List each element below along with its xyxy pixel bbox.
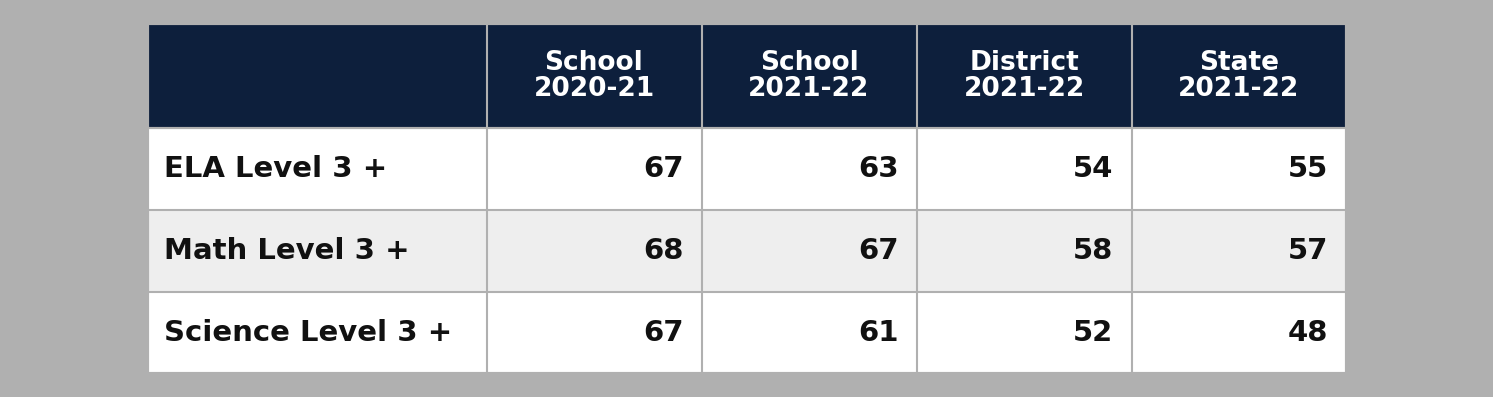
Text: 54: 54 xyxy=(1073,155,1114,183)
Bar xyxy=(146,210,487,292)
Bar xyxy=(487,210,702,292)
Bar xyxy=(487,292,702,374)
Text: District: District xyxy=(969,50,1079,75)
Bar xyxy=(1132,23,1347,128)
Text: 2021-22: 2021-22 xyxy=(963,77,1084,102)
Text: 58: 58 xyxy=(1073,237,1114,265)
Bar xyxy=(917,128,1132,210)
Text: 2021-22: 2021-22 xyxy=(748,77,869,102)
Bar xyxy=(702,210,917,292)
Text: 55: 55 xyxy=(1288,155,1329,183)
Text: 68: 68 xyxy=(643,237,684,265)
Text: School: School xyxy=(545,50,643,75)
Text: 61: 61 xyxy=(858,319,899,347)
Bar xyxy=(1132,292,1347,374)
Bar xyxy=(487,128,702,210)
Bar xyxy=(146,23,487,128)
Text: Science Level 3 +: Science Level 3 + xyxy=(164,319,452,347)
Text: 67: 67 xyxy=(643,319,684,347)
Text: 48: 48 xyxy=(1288,319,1329,347)
Bar xyxy=(487,23,702,128)
Bar xyxy=(917,292,1132,374)
Bar xyxy=(146,292,487,374)
Text: 67: 67 xyxy=(643,155,684,183)
Bar xyxy=(917,210,1132,292)
Text: 67: 67 xyxy=(858,237,899,265)
Text: Math Level 3 +: Math Level 3 + xyxy=(164,237,411,265)
Text: School: School xyxy=(760,50,858,75)
Bar xyxy=(702,128,917,210)
Text: 57: 57 xyxy=(1288,237,1329,265)
Bar xyxy=(1132,210,1347,292)
Bar xyxy=(146,128,487,210)
Text: 52: 52 xyxy=(1073,319,1114,347)
Text: 2021-22: 2021-22 xyxy=(1178,77,1299,102)
Bar xyxy=(917,23,1132,128)
Text: 2020-21: 2020-21 xyxy=(533,77,654,102)
Text: State: State xyxy=(1199,50,1280,75)
Text: 63: 63 xyxy=(858,155,899,183)
Text: ELA Level 3 +: ELA Level 3 + xyxy=(164,155,388,183)
Bar xyxy=(702,23,917,128)
Bar xyxy=(1132,128,1347,210)
Bar xyxy=(702,292,917,374)
